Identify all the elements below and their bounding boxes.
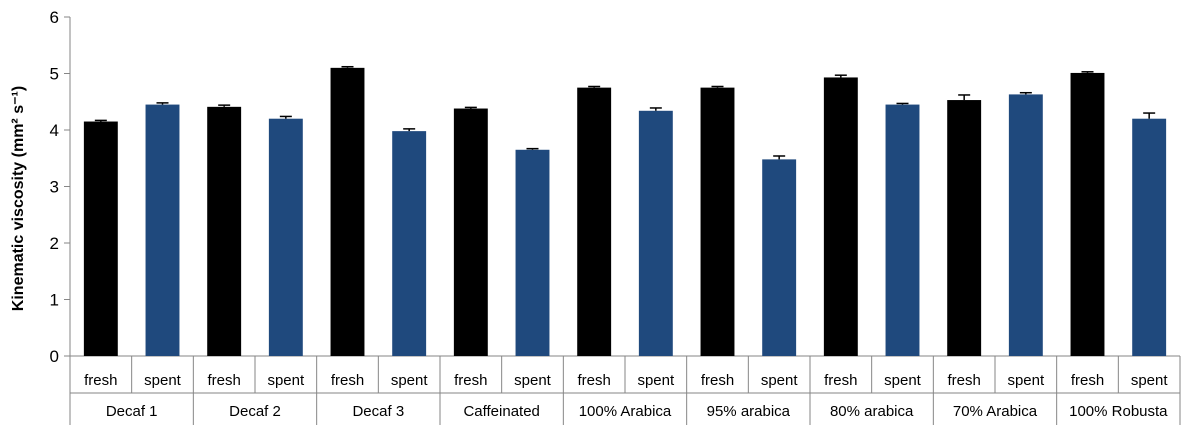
x-group-label: Caffeinated bbox=[463, 403, 539, 420]
x-category-label: fresh bbox=[331, 372, 364, 389]
x-category-label: spent bbox=[514, 372, 552, 389]
x-group-label: 95% arabica bbox=[707, 403, 791, 420]
bar-spent bbox=[268, 118, 303, 356]
x-category-label: spent bbox=[1007, 372, 1045, 389]
y-tick-label: 2 bbox=[50, 234, 59, 253]
y-tick-label: 3 bbox=[50, 178, 59, 197]
x-category-label: spent bbox=[1131, 372, 1169, 389]
x-group-label: Decaf 1 bbox=[106, 403, 158, 420]
x-category-label: fresh bbox=[454, 372, 487, 389]
x-group-label: Decaf 3 bbox=[352, 403, 404, 420]
bar-spent bbox=[762, 159, 797, 356]
x-category-label: spent bbox=[637, 372, 675, 389]
x-category-label: fresh bbox=[1071, 372, 1104, 389]
x-category-label: fresh bbox=[84, 372, 117, 389]
y-tick-label: 0 bbox=[50, 347, 59, 366]
y-axis-title: Kinematic viscosity (mm² s⁻¹) bbox=[10, 86, 27, 311]
bar-spent bbox=[638, 110, 673, 356]
x-group-label: Decaf 2 bbox=[229, 403, 281, 420]
bar-fresh bbox=[577, 87, 612, 356]
bar-fresh bbox=[947, 100, 982, 357]
x-category-label: spent bbox=[761, 372, 799, 389]
y-tick-label: 6 bbox=[50, 8, 59, 27]
bar-fresh bbox=[823, 77, 858, 356]
x-category-label: fresh bbox=[947, 372, 980, 389]
bar-spent bbox=[392, 131, 427, 356]
bar-fresh bbox=[207, 106, 242, 357]
x-category-label: fresh bbox=[207, 372, 240, 389]
y-tick-label: 1 bbox=[50, 291, 59, 310]
x-category-label: fresh bbox=[701, 372, 734, 389]
bar-fresh bbox=[700, 87, 735, 356]
x-group-label: 70% Arabica bbox=[953, 403, 1038, 420]
y-tick-label: 4 bbox=[50, 121, 59, 140]
bar-fresh bbox=[83, 121, 118, 357]
x-group-label: 100% Robusta bbox=[1069, 403, 1168, 420]
bar-fresh bbox=[330, 67, 365, 356]
y-tick-label: 5 bbox=[50, 65, 59, 84]
x-category-label: spent bbox=[884, 372, 922, 389]
x-category-label: fresh bbox=[824, 372, 857, 389]
bar-spent bbox=[515, 149, 550, 356]
plot-area: 0 1 2 3 4 5 6 Kinematic viscosity (mm² s⁻¹) fres… bbox=[10, 8, 1181, 425]
bar-fresh bbox=[453, 108, 488, 356]
x-category-label: spent bbox=[391, 372, 429, 389]
bar-fresh bbox=[1070, 72, 1105, 356]
x-category-label: spent bbox=[267, 372, 305, 389]
bar-spent bbox=[885, 104, 920, 356]
bar-spent bbox=[1008, 94, 1043, 356]
x-category-label: spent bbox=[144, 372, 182, 389]
x-group-label: 80% arabica bbox=[830, 403, 914, 420]
bar-spent bbox=[1132, 118, 1167, 356]
x-category-label: fresh bbox=[577, 372, 610, 389]
x-group-label: 100% Arabica bbox=[579, 403, 672, 420]
bar-spent bbox=[145, 104, 180, 356]
